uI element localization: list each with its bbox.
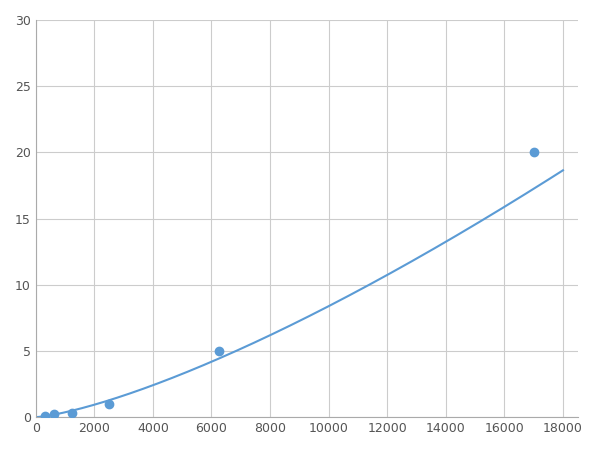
Point bbox=[40, 412, 50, 419]
Point bbox=[214, 347, 224, 355]
Point bbox=[104, 400, 114, 408]
Point bbox=[49, 411, 59, 418]
Point bbox=[68, 409, 77, 416]
Point bbox=[529, 149, 538, 156]
